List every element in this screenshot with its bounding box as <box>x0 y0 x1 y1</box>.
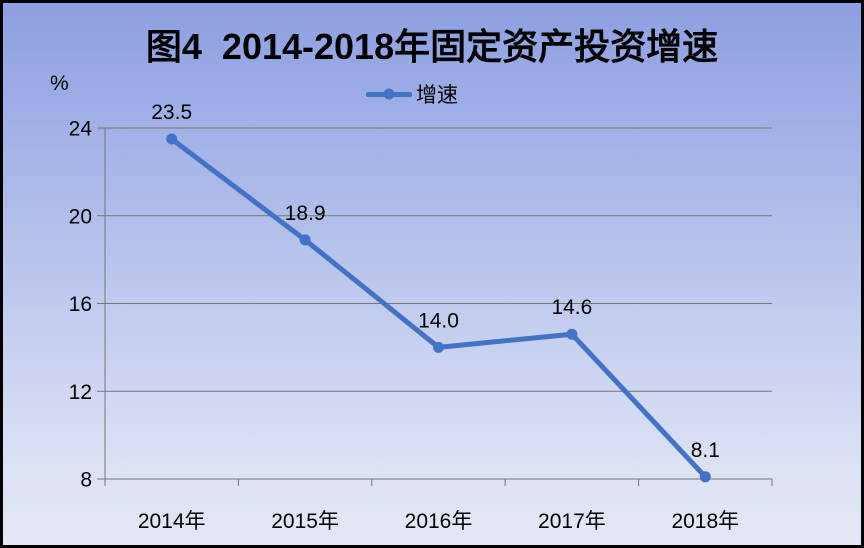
data-point-marker <box>433 341 444 353</box>
data-label: 8.1 <box>691 439 720 462</box>
data-point-marker <box>699 471 711 483</box>
legend-line-marker-icon <box>366 88 412 100</box>
x-category-label: 2014年 <box>138 510 206 533</box>
y-tick-label: 16 <box>69 293 92 316</box>
y-tick-label: 24 <box>69 118 93 141</box>
chart-title: 图4 2014-2018年固定资产投资增速 <box>145 26 719 67</box>
y-tick-label: 8 <box>80 469 92 492</box>
data-label: 23.5 <box>151 101 192 124</box>
legend-dot-icon <box>383 88 395 100</box>
x-category-label: 2017年 <box>538 510 606 533</box>
data-label: 14.6 <box>551 296 592 319</box>
data-point-marker <box>166 133 178 145</box>
series-line <box>169 136 708 480</box>
data-point-marker <box>566 328 578 340</box>
legend: 增速 <box>366 79 458 109</box>
x-category-label: 2016年 <box>405 510 473 533</box>
x-category-label: 2018年 <box>671 510 739 533</box>
x-category-label: 2015年 <box>271 510 339 533</box>
data-label: 18.9 <box>285 202 326 225</box>
y-tick-label: 12 <box>69 381 92 404</box>
legend-label: 增速 <box>416 84 458 107</box>
data-label: 14.0 <box>418 309 459 332</box>
y-axis-unit-label: % <box>50 72 69 95</box>
data-point-marker <box>299 234 311 246</box>
y-tick-label: 20 <box>69 205 92 228</box>
